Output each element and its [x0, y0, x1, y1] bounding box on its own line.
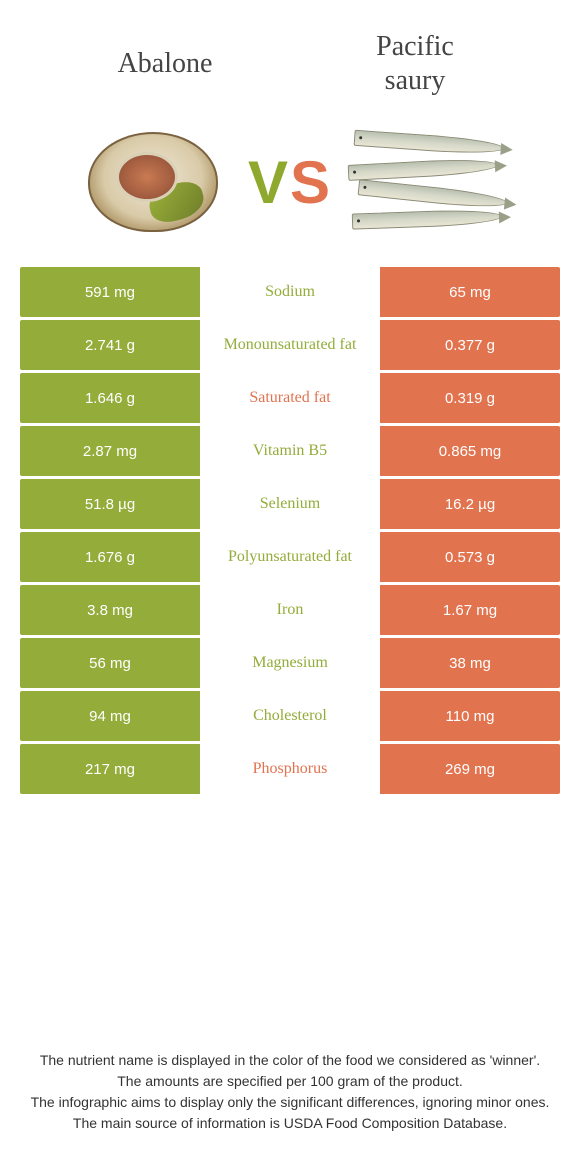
footer-line: The nutrient name is displayed in the co… — [30, 1050, 550, 1071]
table-row: 217 mgPhosphorus269 mg — [20, 744, 560, 794]
right-value: 0.377 g — [380, 320, 560, 370]
left-value: 2.87 mg — [20, 426, 200, 476]
left-value: 1.646 g — [20, 373, 200, 423]
table-row: 3.8 mgIron1.67 mg — [20, 585, 560, 635]
table-row: 56 mgMagnesium38 mg — [20, 638, 560, 688]
nutrient-label: Cholesterol — [200, 691, 380, 741]
abalone-image — [78, 127, 228, 237]
table-row: 1.676 gPolyunsaturated fat0.573 g — [20, 532, 560, 582]
food-right-title: Pacific saury — [290, 30, 540, 97]
table-row: 2.87 mgVitamin B50.865 mg — [20, 426, 560, 476]
saury-image — [352, 127, 502, 237]
left-value: 2.741 g — [20, 320, 200, 370]
nutrient-label: Selenium — [200, 479, 380, 529]
right-value: 0.319 g — [380, 373, 560, 423]
nutrient-label: Vitamin B5 — [200, 426, 380, 476]
right-value: 110 mg — [380, 691, 560, 741]
table-row: 51.8 µgSelenium16.2 µg — [20, 479, 560, 529]
right-value: 269 mg — [380, 744, 560, 794]
left-value: 3.8 mg — [20, 585, 200, 635]
vs-label: VS — [248, 148, 332, 217]
right-value: 1.67 mg — [380, 585, 560, 635]
table-row: 1.646 gSaturated fat0.319 g — [20, 373, 560, 423]
nutrient-label: Iron — [200, 585, 380, 635]
right-value: 38 mg — [380, 638, 560, 688]
footer-line: The amounts are specified per 100 gram o… — [30, 1071, 550, 1092]
nutrient-label: Saturated fat — [200, 373, 380, 423]
left-value: 94 mg — [20, 691, 200, 741]
footer-line: The infographic aims to display only the… — [30, 1092, 550, 1113]
vs-s-letter: S — [290, 149, 332, 216]
right-value: 65 mg — [380, 267, 560, 317]
header: Abalone Pacific saury — [0, 0, 580, 117]
footer-notes: The nutrient name is displayed in the co… — [0, 1050, 580, 1134]
left-value: 51.8 µg — [20, 479, 200, 529]
left-value: 217 mg — [20, 744, 200, 794]
comparison-table: 591 mgSodium65 mg2.741 gMonounsaturated … — [20, 267, 560, 794]
food-left-title: Abalone — [40, 48, 290, 80]
left-value: 591 mg — [20, 267, 200, 317]
table-row: 591 mgSodium65 mg — [20, 267, 560, 317]
nutrient-label: Magnesium — [200, 638, 380, 688]
left-value: 1.676 g — [20, 532, 200, 582]
table-row: 94 mgCholesterol110 mg — [20, 691, 560, 741]
nutrient-label: Monounsaturated fat — [200, 320, 380, 370]
vs-row: VS — [0, 117, 580, 267]
vs-v-letter: V — [248, 149, 290, 216]
nutrient-label: Sodium — [200, 267, 380, 317]
footer-line: The main source of information is USDA F… — [30, 1113, 550, 1134]
nutrient-label: Phosphorus — [200, 744, 380, 794]
nutrient-label: Polyunsaturated fat — [200, 532, 380, 582]
right-value: 16.2 µg — [380, 479, 560, 529]
right-value: 0.573 g — [380, 532, 560, 582]
left-value: 56 mg — [20, 638, 200, 688]
table-row: 2.741 gMonounsaturated fat0.377 g — [20, 320, 560, 370]
right-value: 0.865 mg — [380, 426, 560, 476]
